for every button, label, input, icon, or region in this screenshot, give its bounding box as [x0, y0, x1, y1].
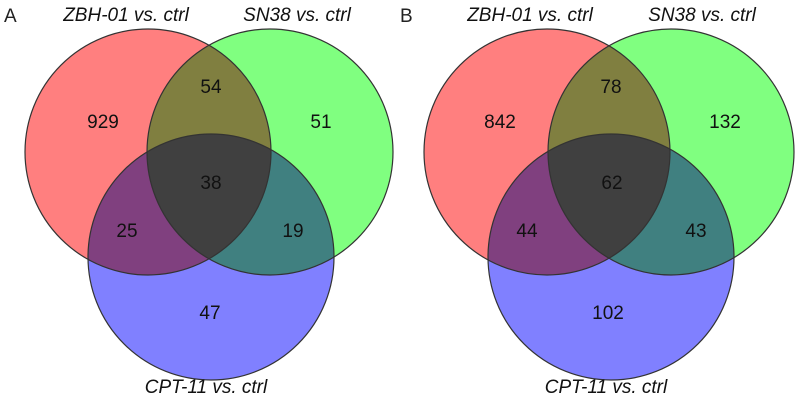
panel-a-cpt11-outline — [87, 133, 335, 381]
panel-a-count-all-three: 38 — [200, 173, 221, 194]
panel-b-cpt11-outline — [487, 133, 735, 381]
panel-a-count-cpt11-only: 47 — [199, 303, 220, 324]
panel-a-label: A — [4, 6, 17, 27]
panel-b-zbh01-outline — [423, 28, 671, 276]
panel-a-count-zbh01-cpt11: 25 — [116, 221, 137, 242]
panel-b-count-all-three: 62 — [601, 173, 622, 194]
panel-b-count-sn38-only: 132 — [709, 112, 741, 133]
panel-a-outlines — [24, 28, 394, 381]
panel-a-zbh01-label: ZBH-01 vs. ctrl — [62, 5, 189, 26]
panel-a-circles — [25, 29, 393, 380]
panel-a: A ZBH-01 vs. ctrl SN38 vs. ctrl CPT-11 v… — [4, 5, 394, 398]
panel-b-zbh01-label: ZBH-01 vs. ctrl — [466, 5, 593, 26]
panel-b-label: B — [400, 6, 413, 27]
panel-b-count-zbh01-sn38: 78 — [600, 77, 621, 98]
panel-a-sn38-label: SN38 vs. ctrl — [243, 5, 351, 26]
panel-b: B ZBH-01 vs. ctrl SN38 vs. ctrl CPT-11 v… — [400, 5, 795, 398]
panel-b-outlines — [423, 28, 795, 381]
panel-b-count-sn38-cpt11: 43 — [685, 221, 706, 242]
panel-b-sn38-label: SN38 vs. ctrl — [648, 5, 756, 26]
panel-a-zbh01-outline — [24, 28, 272, 276]
panel-a-count-sn38-only: 51 — [310, 112, 331, 133]
panel-a-count-zbh01-sn38: 54 — [200, 77, 222, 98]
panel-b-cpt11-label: CPT-11 vs. ctrl — [545, 377, 668, 398]
panel-a-count-zbh01-only: 929 — [87, 112, 119, 133]
panel-b-count-zbh01-cpt11: 44 — [516, 221, 538, 242]
panel-b-count-cpt11-only: 102 — [592, 303, 624, 324]
panel-b-count-zbh01-only: 842 — [484, 112, 516, 133]
panel-a-count-sn38-cpt11: 19 — [282, 221, 303, 242]
panel-a-cpt11-label: CPT-11 vs. ctrl — [145, 377, 268, 398]
